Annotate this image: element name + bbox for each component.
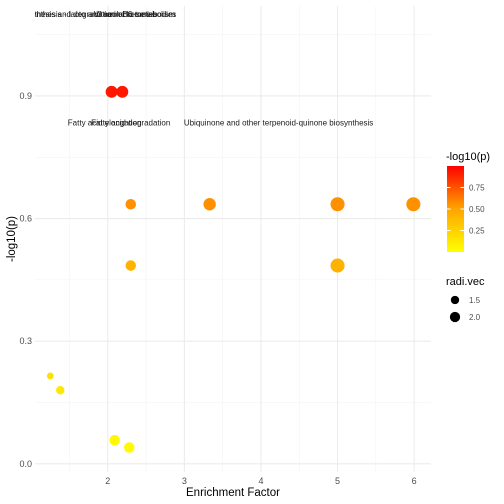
point-annotations: Glycosphingolipid biosynthesis - lacto a… xyxy=(0,10,373,128)
color-legend-title: -log10(p) xyxy=(446,151,490,163)
size-legend-label: 1.5 xyxy=(469,296,481,305)
y-tick-label: 0.0 xyxy=(19,459,32,469)
pathway-label: Synthesis and degradation of ketone bodi… xyxy=(21,10,177,19)
pathway-label: Fatty acid degradation xyxy=(91,119,170,128)
data-point xyxy=(330,197,345,212)
x-tick-label: 5 xyxy=(335,476,340,486)
x-tick-label: 3 xyxy=(182,476,187,486)
pathway-label: Ubiquinone and other terpenoid-quinone b… xyxy=(184,119,373,128)
data-point xyxy=(123,442,135,453)
color-legend-label: 0.25 xyxy=(469,227,485,236)
y-axis-title: -log10(p) xyxy=(6,216,18,262)
y-tick-label: 0.9 xyxy=(19,91,32,101)
data-point xyxy=(105,85,118,98)
color-legend-label: 0.75 xyxy=(469,184,485,193)
size-legend-label: 2.0 xyxy=(469,313,481,322)
data-point xyxy=(109,434,120,446)
x-tick-label: 6 xyxy=(412,476,417,486)
color-legend-bar xyxy=(447,166,464,252)
x-tick-label: 2 xyxy=(105,476,110,486)
pathway-label: Fatty acid elongation xyxy=(68,119,142,128)
size-legend-key xyxy=(449,311,461,323)
scatter-points xyxy=(46,85,421,453)
data-point xyxy=(406,197,421,212)
data-point xyxy=(330,258,345,273)
data-point xyxy=(203,198,216,211)
data-point xyxy=(46,372,54,380)
pathway-label: Vitamin B6 metabolism xyxy=(94,10,176,19)
data-point xyxy=(56,386,65,395)
x-tick-label: 4 xyxy=(258,476,263,486)
grid-lines xyxy=(35,6,431,472)
size-legend-title: radi.vec xyxy=(446,276,485,288)
data-point xyxy=(125,198,137,210)
axis-tick-labels: 2 3 4 5 6 0.0 0.3 0.6 0.9 xyxy=(19,91,416,486)
size-legend: radi.vec 1.5 2.0 xyxy=(446,276,485,323)
color-legend-label: 0.50 xyxy=(469,205,485,214)
color-legend: -log10(p) 0.75 0.50 0.25 xyxy=(446,151,490,252)
data-point xyxy=(116,85,129,98)
y-tick-label: 0.6 xyxy=(19,214,32,224)
pathway-label: Glycosphingolipid biosynthesis - lacto a… xyxy=(0,10,157,19)
y-tick-label: 0.3 xyxy=(19,336,32,346)
x-axis-title: Enrichment Factor xyxy=(186,487,280,499)
size-legend-key xyxy=(450,295,460,305)
data-point xyxy=(125,260,137,271)
